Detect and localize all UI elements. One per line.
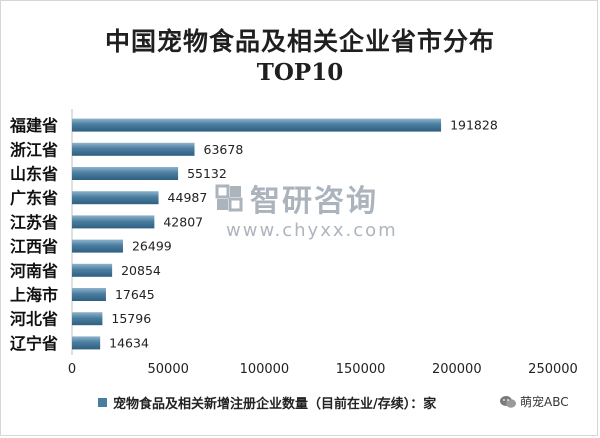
- data-label: 26499: [132, 239, 172, 254]
- category-label: 上海市: [10, 286, 58, 305]
- chart-legend: 宠物食品及相关新增注册企业数量（目前在业/存续）：家: [98, 393, 436, 412]
- category-label: 福建省: [9, 116, 58, 135]
- bar: [72, 288, 106, 301]
- source-tag-text: 萌宠ABC: [520, 395, 569, 409]
- chart-subtitle: TOP10: [256, 59, 344, 86]
- wechat-source-tag: 萌宠ABC: [499, 393, 569, 410]
- category-label: 浙江省: [10, 140, 58, 159]
- data-label: 42807: [163, 214, 203, 229]
- bar: [72, 336, 101, 350]
- wechat-icon: [500, 395, 516, 408]
- data-label: 63678: [204, 142, 244, 157]
- category-label: 河南省: [10, 261, 58, 280]
- x-tick-label: 200000: [432, 362, 482, 377]
- x-tick-label: 50000: [148, 362, 189, 377]
- bar: [72, 312, 103, 326]
- bar: [72, 118, 442, 132]
- legend-swatch: [98, 398, 107, 407]
- x-tick-label: 100000: [240, 362, 290, 377]
- category-label: 江苏省: [10, 213, 58, 232]
- category-label: 广东省: [10, 189, 58, 208]
- bar: [72, 239, 123, 253]
- zhiyan-logo-icon: [215, 184, 243, 212]
- watermark-url: www.chyxx.com: [226, 220, 398, 241]
- data-label: 17645: [115, 287, 155, 302]
- data-label: 55132: [187, 166, 227, 181]
- category-label: 江西省: [10, 237, 58, 256]
- data-label: 20854: [121, 263, 161, 278]
- x-tick-label: 150000: [336, 362, 386, 377]
- x-tick-label: 250000: [528, 362, 578, 377]
- data-label: 15796: [111, 311, 151, 326]
- x-tick-label: 0: [68, 362, 76, 377]
- legend-label: 宠物食品及相关新增注册企业数量（目前在业/存续）：家: [113, 397, 437, 412]
- watermark: 智研咨询: [214, 176, 378, 220]
- bar: [72, 191, 159, 205]
- watermark-brand: 智研咨询: [250, 184, 378, 219]
- bar: [72, 167, 179, 180]
- bar: [72, 142, 195, 156]
- data-label: 14634: [109, 335, 149, 350]
- bar: [72, 263, 113, 277]
- category-label: 山东省: [10, 165, 58, 184]
- bar: [72, 215, 155, 229]
- chart-title: 中国宠物食品及相关企业省市分布: [104, 27, 495, 56]
- category-label: 河北省: [10, 310, 58, 329]
- data-label: 191828: [450, 118, 498, 133]
- data-label: 44987: [168, 190, 208, 205]
- category-label: 辽宁省: [10, 334, 58, 353]
